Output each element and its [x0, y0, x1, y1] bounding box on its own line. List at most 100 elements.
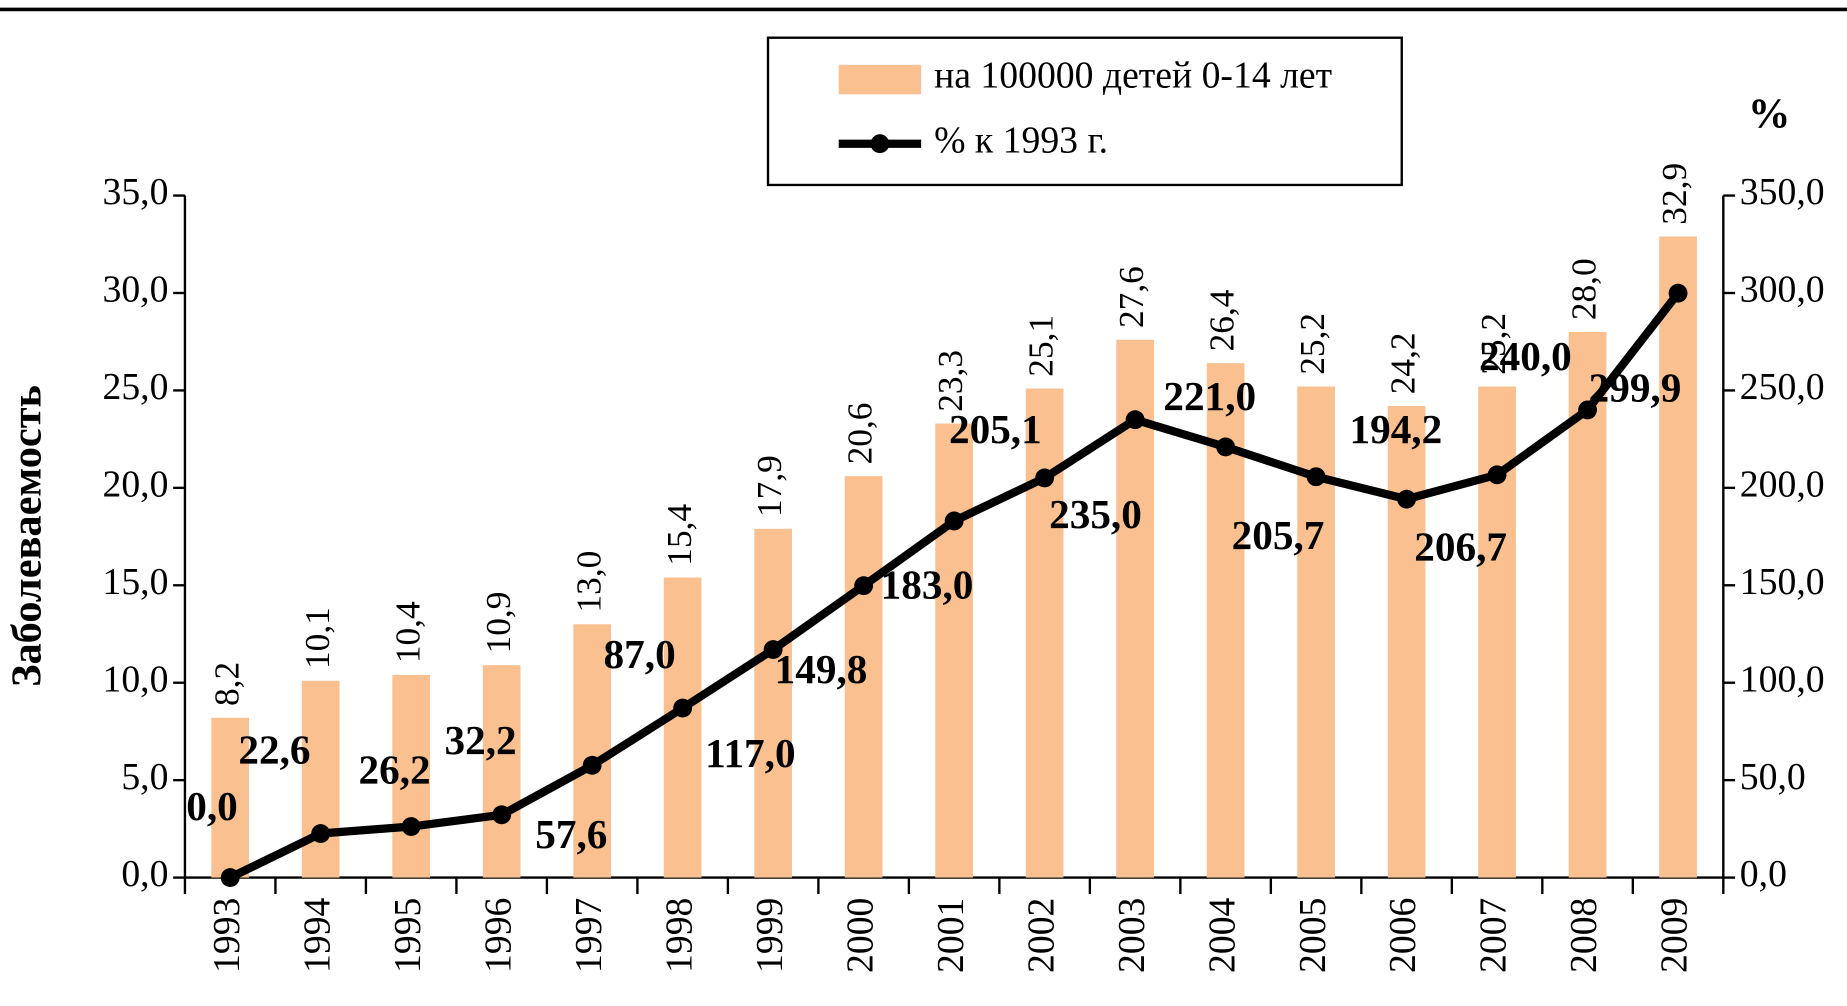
line-value-label: 299,9 [1589, 365, 1682, 411]
y2-tick-label: 0,0 [1740, 853, 1787, 895]
line-marker [1216, 437, 1236, 457]
line-marker [854, 576, 874, 596]
x-tick-label: 2002 [1020, 898, 1062, 973]
y-tick-label: 15,0 [102, 561, 168, 603]
line-marker [311, 824, 331, 843]
legend-label: на 100000 детей 0-14 лет [934, 55, 1332, 97]
line-value-label: 240,0 [1479, 333, 1572, 379]
bar [935, 423, 973, 878]
bar-value-label: 32,9 [1655, 163, 1694, 225]
line-value-label: 87,0 [604, 631, 676, 677]
y-tick-label: 0,0 [121, 853, 168, 895]
line-value-label: 0,0 [186, 783, 238, 829]
x-tick-label: 2001 [930, 898, 972, 973]
line-marker [220, 868, 240, 888]
line-marker [401, 817, 421, 836]
y-tick-label: 10,0 [102, 658, 168, 700]
y2-axis-title: % [1748, 91, 1790, 138]
y2-tick-label: 150,0 [1740, 561, 1825, 603]
line-marker [1668, 283, 1688, 303]
bar-value-label: 8,2 [207, 662, 246, 706]
line-marker [944, 511, 964, 531]
bar-value-label: 10,4 [388, 601, 427, 663]
y2-tick-label: 350,0 [1740, 171, 1825, 213]
y-tick-label: 35,0 [102, 171, 168, 213]
line-value-label: 149,8 [775, 646, 868, 692]
y2-tick-label: 200,0 [1740, 464, 1825, 506]
x-tick-label: 1994 [296, 897, 338, 973]
line-marker [492, 805, 512, 825]
legend-label: % к 1993 г. [934, 119, 1108, 161]
y2-tick-label: 100,0 [1740, 658, 1825, 700]
line-marker [1125, 410, 1145, 430]
y2-tick-label: 300,0 [1740, 269, 1825, 311]
bar-value-label: 13,0 [569, 551, 608, 613]
line-marker [1306, 467, 1326, 487]
line-value-label: 235,0 [1049, 491, 1142, 537]
y-tick-label: 20,0 [102, 464, 168, 506]
x-tick-label: 1998 [658, 898, 700, 973]
line-marker [1397, 489, 1417, 509]
line-value-label: 22,6 [238, 726, 310, 772]
line-value-label: 221,0 [1163, 373, 1256, 419]
bar-value-label: 10,9 [479, 592, 518, 654]
x-tick-label: 2003 [1111, 898, 1153, 973]
bar-value-label: 25,2 [1293, 313, 1332, 375]
y-tick-label: 5,0 [121, 756, 168, 798]
line-marker [582, 755, 602, 775]
y-tick-label: 25,0 [102, 366, 168, 408]
line-value-label: 117,0 [705, 730, 795, 776]
bar [663, 577, 702, 878]
line-value-label: 26,2 [359, 746, 431, 792]
y2-tick-label: 250,0 [1740, 366, 1825, 408]
bar-value-label: 10,1 [298, 607, 337, 669]
line-value-label: 206,7 [1414, 524, 1507, 570]
line-value-label: 205,1 [949, 406, 1042, 452]
bar-value-label: 23,3 [931, 350, 970, 412]
x-tick-label: 2006 [1382, 898, 1424, 973]
x-tick-label: 2005 [1292, 898, 1334, 973]
bar-value-label: 25,2 [1474, 313, 1513, 375]
bar [754, 528, 792, 878]
bar-value-label: 27,6 [1112, 266, 1151, 328]
x-tick-label: 1996 [477, 898, 519, 973]
line-value-label: 194,2 [1349, 406, 1442, 452]
y-axis-title: Заболеваемость [3, 385, 50, 687]
legend-marker [870, 134, 890, 154]
bar-value-label: 17,9 [750, 455, 789, 517]
bar [392, 674, 431, 878]
x-tick-label: 1999 [749, 898, 791, 973]
line-marker [1487, 465, 1507, 485]
bar [1025, 388, 1064, 878]
bar [211, 717, 250, 878]
x-tick-label: 2004 [1201, 897, 1243, 973]
legend-swatch [838, 64, 922, 95]
x-tick-label: 1995 [387, 898, 429, 973]
x-tick-label: 1997 [568, 898, 610, 973]
bar [844, 476, 883, 878]
line-value-label: 205,7 [1232, 512, 1325, 558]
y2-tick-label: 50,0 [1740, 756, 1806, 798]
line-marker [673, 698, 693, 718]
bar [1478, 386, 1516, 878]
bar [1297, 386, 1335, 878]
bar [1659, 236, 1697, 878]
line-marker [763, 640, 783, 660]
line-marker [1035, 468, 1055, 488]
bar [1387, 406, 1426, 878]
bar [573, 624, 612, 878]
y-tick-label: 30,0 [102, 269, 168, 311]
x-tick-label: 2009 [1654, 898, 1696, 973]
line-value-label: 183,0 [881, 561, 974, 607]
bar-value-label: 20,6 [841, 403, 880, 465]
x-tick-label: 2008 [1563, 898, 1605, 973]
bar-value-label: 25,1 [1022, 315, 1061, 377]
bar-value-label: 24,2 [1384, 332, 1423, 394]
bar-value-label: 28,0 [1565, 258, 1604, 320]
x-tick-label: 2000 [839, 898, 881, 973]
bar-value-label: 15,4 [660, 504, 699, 566]
line-value-label: 32,2 [445, 717, 517, 763]
line-marker [1578, 400, 1598, 420]
legend-box [766, 36, 1403, 187]
